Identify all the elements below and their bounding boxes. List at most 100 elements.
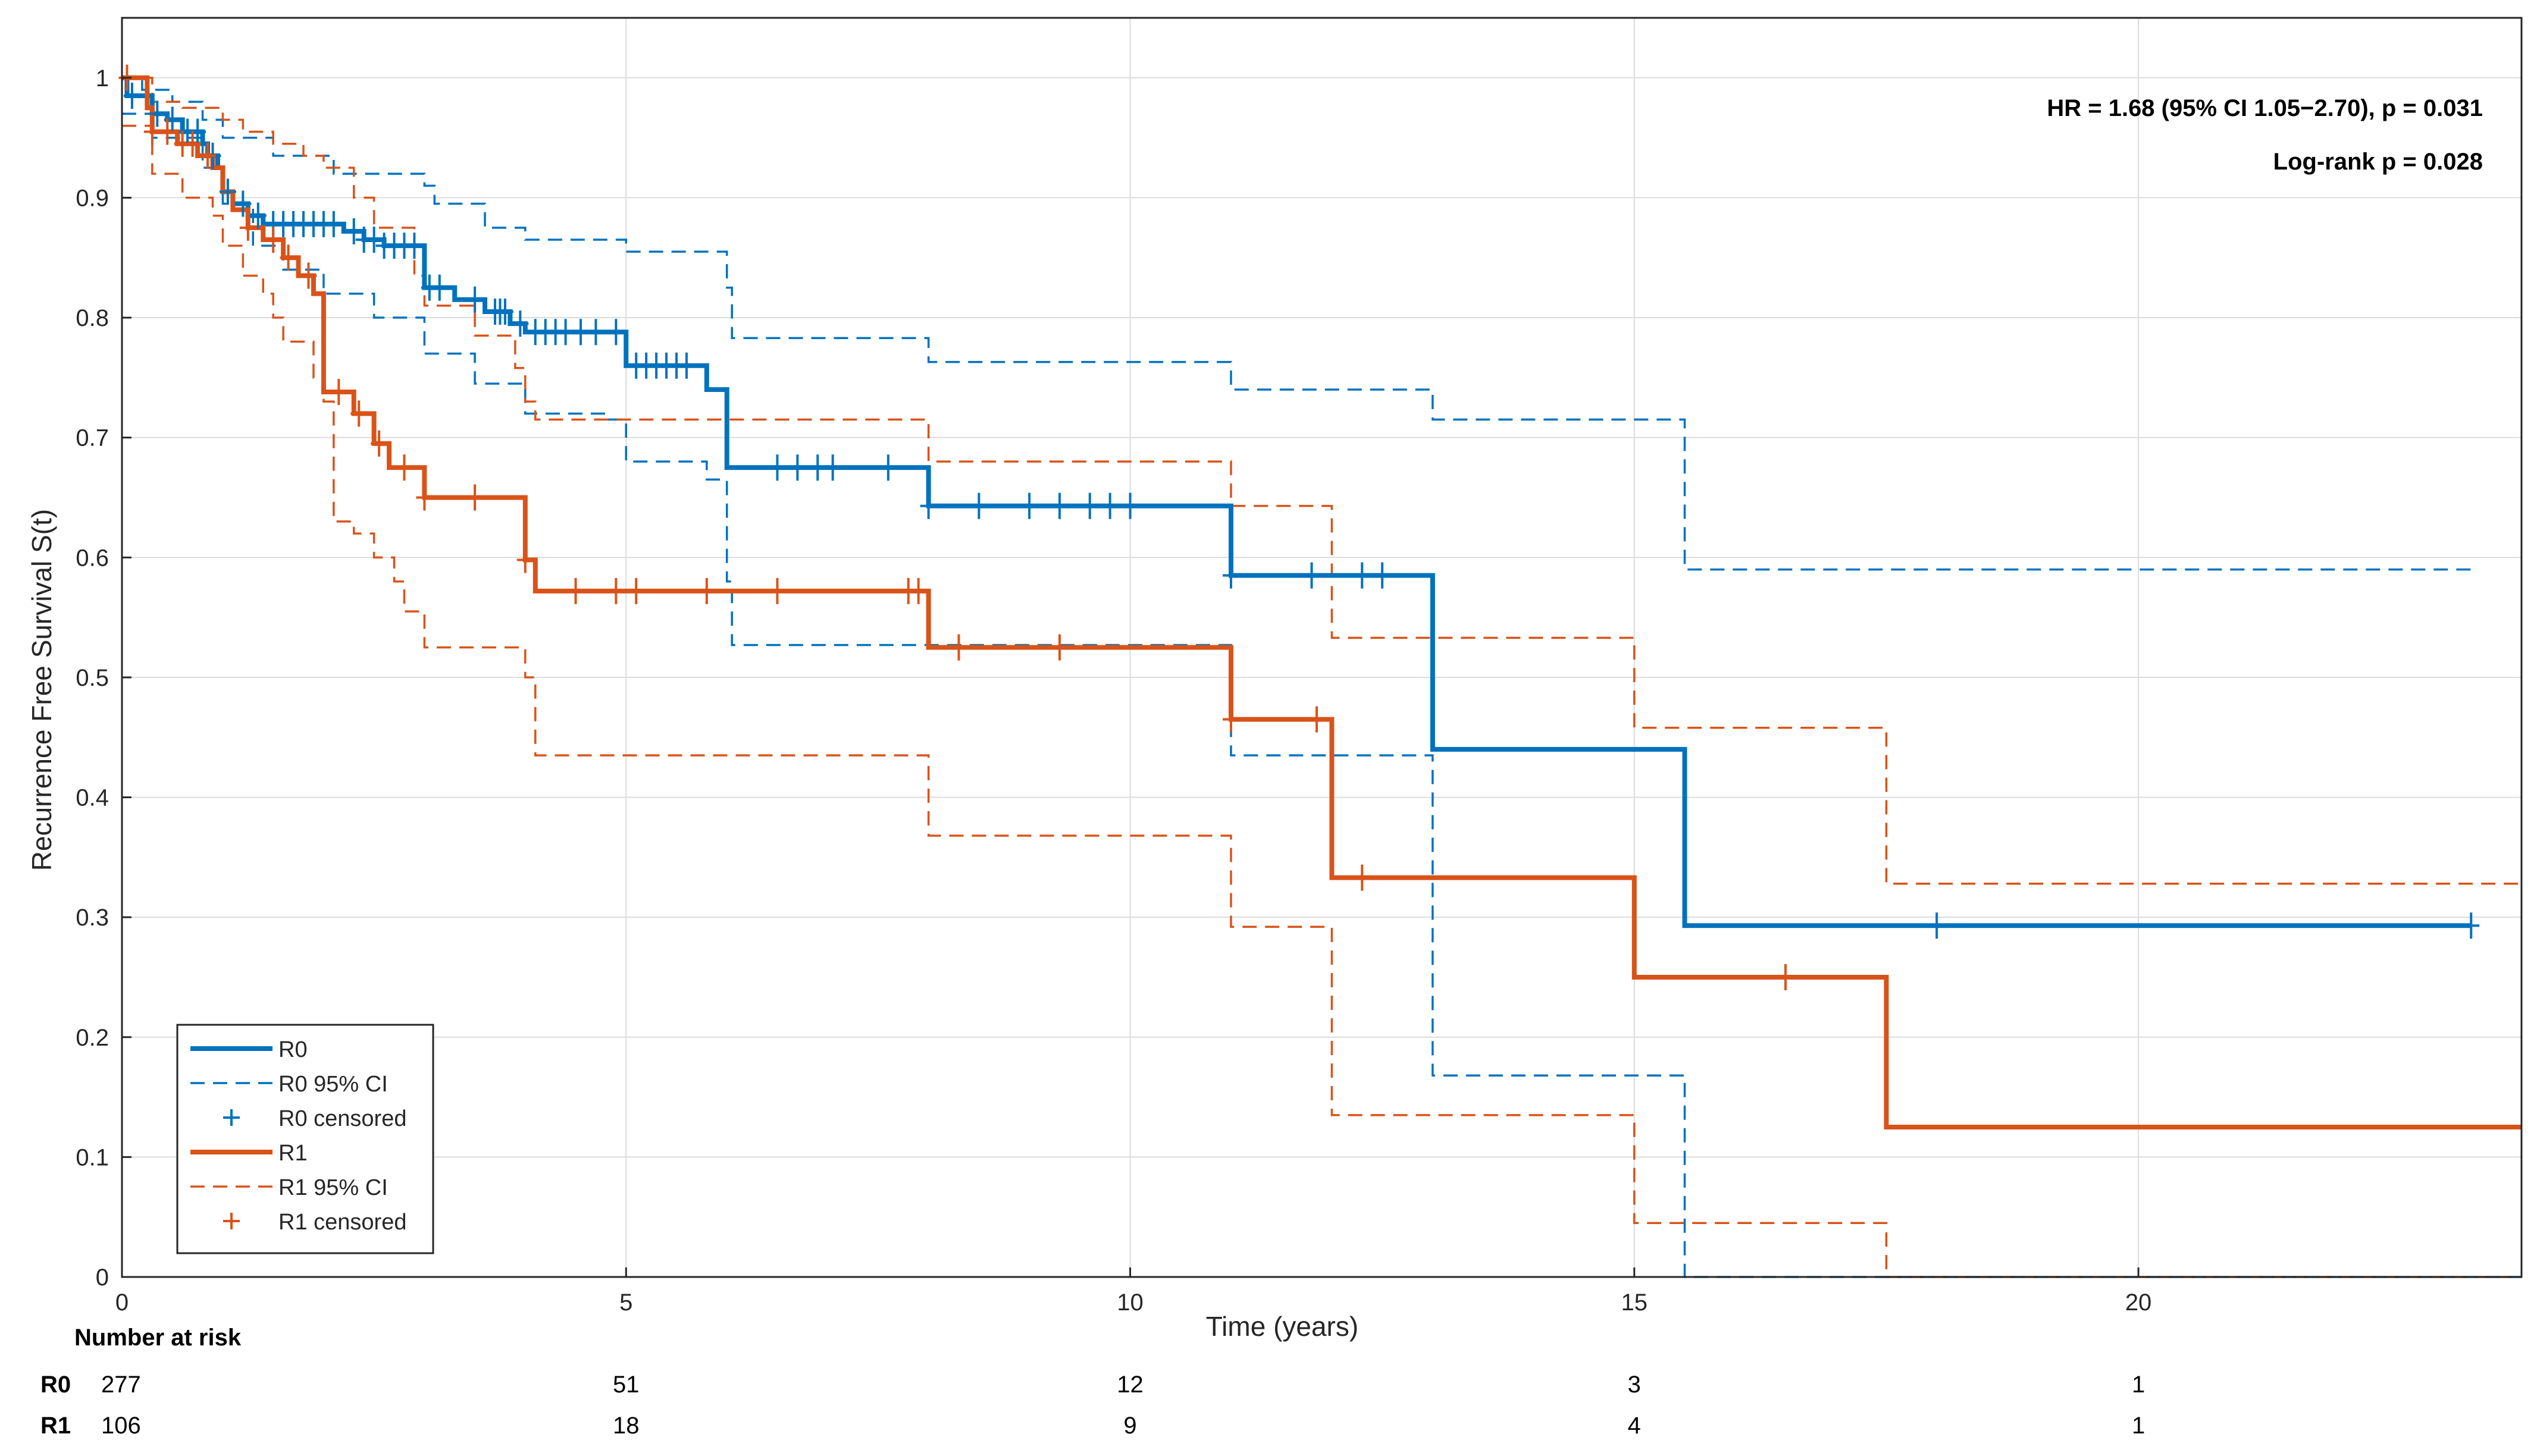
r1-ci-lower bbox=[122, 124, 2522, 1278]
r0-censor-mark bbox=[789, 454, 806, 481]
risk-value-r1: 4 bbox=[1628, 1413, 1641, 1439]
x-tick-label: 20 bbox=[2125, 1289, 2152, 1316]
r1-censor-mark bbox=[300, 262, 317, 289]
risk-value-r0: 51 bbox=[613, 1372, 640, 1398]
risk-value-r0: 12 bbox=[1117, 1372, 1144, 1398]
r1-censor-mark bbox=[330, 379, 347, 406]
risk-row-label-r1: R1 bbox=[40, 1413, 71, 1439]
y-tick-label: 0.4 bbox=[76, 785, 109, 811]
r1-censor-mark bbox=[371, 430, 388, 457]
risk-row-label-r0: R0 bbox=[40, 1372, 71, 1398]
x-tick-label: 10 bbox=[1117, 1289, 1144, 1316]
r0-censor-mark bbox=[824, 454, 841, 481]
r1-censor-mark bbox=[910, 578, 927, 604]
r0-censor-mark bbox=[431, 274, 448, 301]
x-axis-label: Time (years) bbox=[1206, 1311, 1358, 1342]
r0-censor-mark bbox=[1222, 562, 1239, 589]
r0-ci-upper bbox=[122, 77, 2472, 571]
r1-censor-mark bbox=[239, 214, 256, 241]
legend-label-r1: R1 bbox=[278, 1141, 308, 1166]
y-tick-label: 0.9 bbox=[76, 185, 109, 211]
r0-censor-mark bbox=[587, 319, 604, 346]
y-tick-label: 0.2 bbox=[76, 1025, 109, 1051]
r0-censor-mark bbox=[920, 492, 937, 519]
r1-censor-mark bbox=[1222, 706, 1239, 733]
y-tick-label: 0 bbox=[96, 1264, 109, 1291]
risk-value-r0: 3 bbox=[1628, 1372, 1641, 1398]
y-axis-ticks: 0 0.1 0.2 0.3 0.4 0.5 0.6 0.7 0.8 0.9 1 bbox=[76, 65, 131, 1291]
x-tick-label: 5 bbox=[619, 1289, 632, 1316]
risk-value-r1: 9 bbox=[1123, 1413, 1136, 1439]
risk-value-r1: 106 bbox=[101, 1413, 141, 1439]
r0-censor-mark bbox=[970, 492, 988, 519]
legend: R0 R0 95% CI R0 censored R1 R1 95% CI R1 cens… bbox=[176, 1024, 434, 1254]
r0-censor-mark bbox=[879, 454, 897, 481]
r0-censor-mark bbox=[2463, 912, 2480, 939]
risk-value-r1: 18 bbox=[613, 1413, 640, 1439]
risk-value-r0: 277 bbox=[101, 1372, 141, 1398]
plot-frame bbox=[121, 17, 2523, 1278]
y-tick-label: 0.8 bbox=[76, 305, 109, 331]
risk-value-r1: 1 bbox=[2132, 1413, 2145, 1439]
r0-censor-mark bbox=[1101, 492, 1119, 519]
r0-censor-mark bbox=[325, 211, 342, 237]
r0-censor-mark bbox=[1051, 492, 1068, 519]
r1-censor-mark bbox=[1354, 864, 1371, 891]
r1-censor-mark bbox=[607, 578, 625, 604]
r1-censor-mark bbox=[265, 226, 282, 253]
y-tick-label: 0.6 bbox=[76, 545, 109, 571]
r0-censor-mark bbox=[249, 202, 267, 229]
r1-censor-mark bbox=[143, 118, 161, 145]
r0-censor-mark bbox=[1122, 492, 1139, 519]
r1-censor-mark bbox=[1308, 706, 1326, 733]
y-axis-label: Recurrence Free Survival S(t) bbox=[26, 509, 57, 871]
r0-censor-mark bbox=[769, 454, 786, 481]
y-tick-label: 0.7 bbox=[76, 425, 109, 451]
r0-censor-mark bbox=[149, 101, 166, 127]
r1-ci-upper bbox=[122, 77, 2522, 885]
r0-censor-mark bbox=[345, 218, 362, 244]
r0-censor-mark bbox=[557, 319, 574, 346]
legend-box bbox=[176, 1024, 434, 1254]
r1-censor-mark bbox=[698, 578, 715, 604]
ci-layer bbox=[122, 77, 2522, 1278]
y-tick-label: 0.3 bbox=[76, 905, 109, 931]
r0-censor-mark bbox=[496, 298, 513, 325]
r0-censor-mark bbox=[1374, 562, 1391, 589]
r0-censor-mark bbox=[234, 190, 252, 217]
y-tick-label: 0.5 bbox=[76, 665, 109, 691]
r0-censor-mark bbox=[678, 352, 695, 379]
y-tick-label: 0.1 bbox=[76, 1144, 109, 1171]
r1-censor-mark bbox=[350, 400, 368, 427]
r1-censor-mark bbox=[1777, 964, 1794, 990]
log-rank-annotation: Log-rank p = 0.028 bbox=[2273, 149, 2483, 175]
r1-censor-mark bbox=[416, 484, 433, 511]
number-at-risk-table: Number at risk R0 R1 277 51 12 3 1 106 18 9 4 1 bbox=[40, 1325, 2145, 1439]
r0-censor-mark bbox=[809, 454, 826, 481]
legend-label-r0-censored: R0 censored bbox=[278, 1106, 406, 1131]
hazard-ratio-annotation: HR = 1.68 (95% CI 1.05−2.70), p = 0.031 bbox=[2047, 95, 2483, 121]
legend-label-r0-95-ci: R0 95% CI bbox=[278, 1072, 388, 1097]
r1-censor-mark bbox=[516, 547, 534, 573]
y-tick-label: 1 bbox=[96, 65, 109, 92]
censor-layer bbox=[118, 64, 2480, 990]
r1-censor-mark bbox=[184, 130, 201, 157]
x-tick-label: 15 bbox=[1621, 1289, 1648, 1316]
r0-censor-mark bbox=[607, 319, 625, 346]
x-tick-label: 0 bbox=[115, 1289, 129, 1316]
r1-censor-mark bbox=[199, 142, 217, 169]
legend-label-r0: R0 bbox=[278, 1037, 308, 1062]
r0-censor-mark bbox=[219, 178, 236, 205]
legend-label-r1-95-ci: R1 95% CI bbox=[278, 1175, 388, 1200]
r0-censor-mark bbox=[1021, 492, 1038, 519]
r0-censor-mark bbox=[466, 286, 484, 313]
r1-censor-mark bbox=[280, 244, 297, 271]
r0-censor-mark bbox=[1081, 492, 1098, 519]
r0-censor-mark bbox=[123, 83, 140, 109]
r1-censor-mark bbox=[1051, 634, 1068, 661]
r1-censor-mark bbox=[159, 118, 176, 145]
risk-value-r0: 1 bbox=[2132, 1372, 2145, 1398]
risk-values: 277 51 12 3 1 106 18 9 4 1 bbox=[101, 1372, 2145, 1439]
r1-censor-mark bbox=[396, 454, 413, 481]
